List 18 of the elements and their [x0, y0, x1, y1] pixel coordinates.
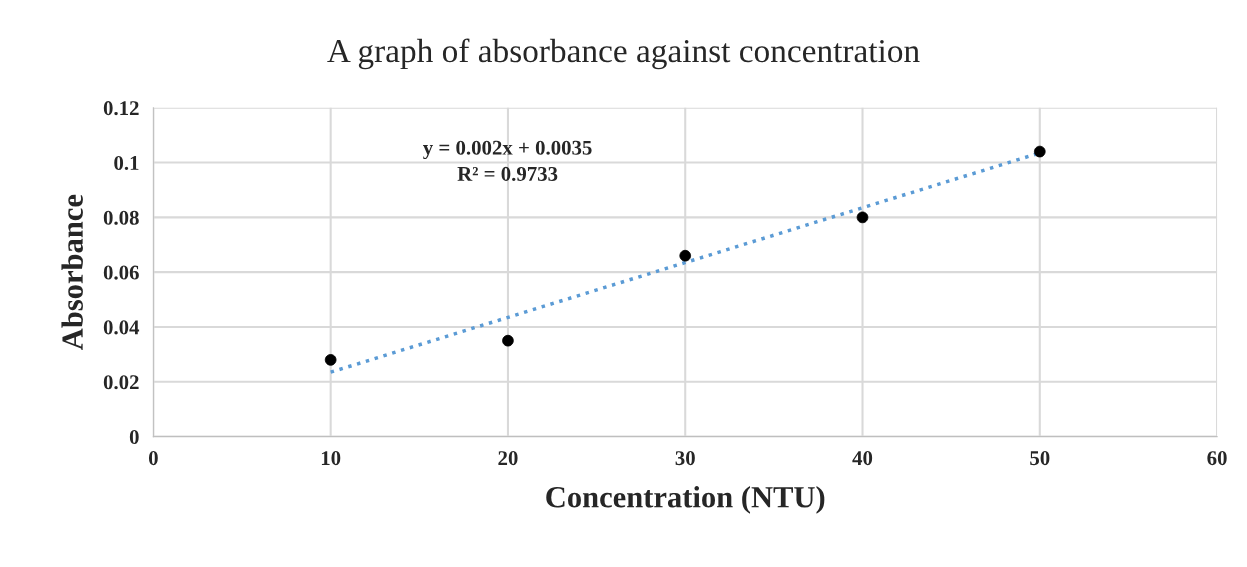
- y-tick-label: 0: [129, 429, 139, 445]
- x-tick-label: 20: [498, 451, 518, 466]
- x-tick-label: 30: [675, 451, 695, 466]
- x-tick-label: 50: [1030, 451, 1050, 466]
- y-tick-label: 0.12: [103, 101, 139, 116]
- y-tick-label: 0.02: [103, 375, 139, 390]
- y-axis-title: Absorbance: [61, 194, 83, 350]
- x-tick-label: 10: [321, 451, 341, 466]
- x-tick-label: 0: [148, 451, 158, 466]
- x-axis-title: Concentration (NTU): [546, 486, 825, 514]
- y-tick-label: 0.08: [103, 210, 139, 225]
- chart-title: A graph of absorbance against concentration: [327, 38, 920, 70]
- y-tick-label: 0.04: [103, 320, 140, 335]
- x-tick-label: 60: [1207, 451, 1227, 466]
- annotation: y = 0.002x + 0.0035 R² = 0.9733: [423, 140, 592, 182]
- y-tick-label: 0.1: [114, 155, 139, 171]
- y-tick-label: 0.06: [103, 265, 139, 280]
- x-tick-label: 40: [852, 451, 873, 466]
